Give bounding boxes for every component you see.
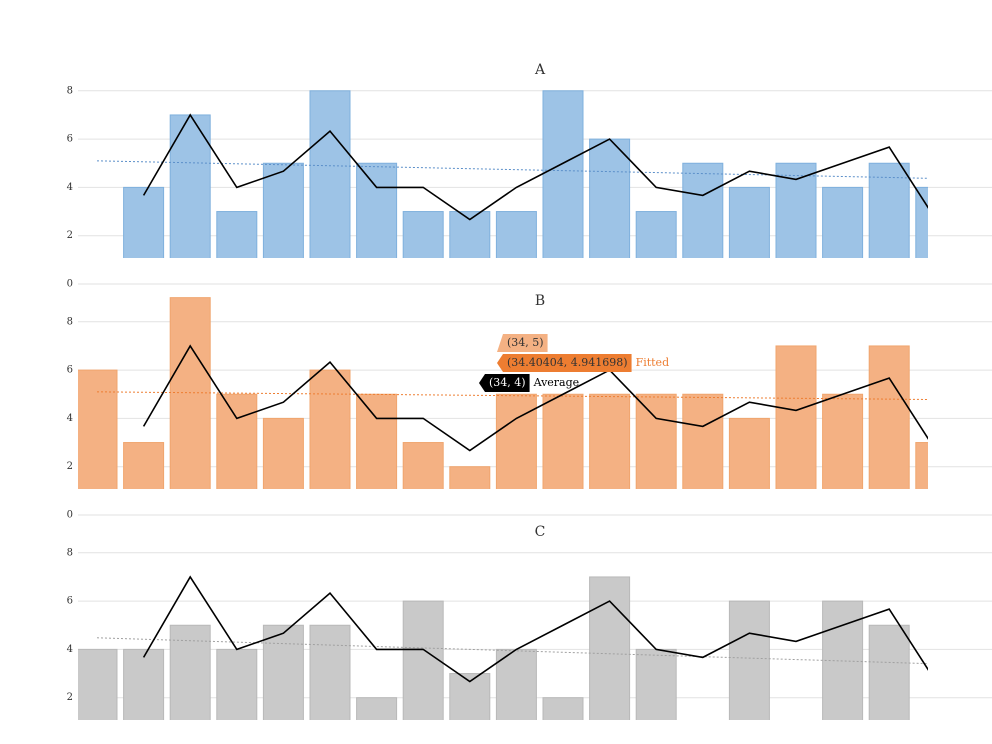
- bar: [542, 90, 584, 258]
- bar: [262, 417, 304, 489]
- bar: [822, 393, 864, 489]
- bar: [915, 442, 928, 489]
- bar: [915, 186, 928, 258]
- y-tick-label: 6: [67, 365, 73, 376]
- bar: [402, 442, 444, 489]
- bar: [123, 186, 165, 258]
- bar: [356, 697, 398, 720]
- bar: [309, 90, 351, 258]
- tooltip-text: (34.40404, 4.941698): [507, 356, 628, 369]
- bar: [683, 722, 723, 744]
- y-tick-label: 6: [67, 134, 73, 145]
- y-tick-label: 8: [67, 547, 73, 558]
- bar: [169, 624, 211, 720]
- bar: [868, 162, 910, 258]
- y-tick-label: 6: [67, 596, 73, 607]
- average-line: [142, 113, 928, 221]
- bar: [123, 648, 165, 720]
- bar: [635, 211, 677, 258]
- bar: [776, 722, 816, 744]
- tooltip-pointer: [497, 334, 503, 352]
- bar: [449, 466, 491, 489]
- tooltip-text: (34, 5): [507, 336, 544, 349]
- tooltip-label: Average: [533, 376, 580, 389]
- bar: [449, 673, 491, 720]
- bar: [356, 162, 398, 258]
- bar: [589, 138, 631, 258]
- chart-title: B: [535, 293, 545, 309]
- y-tick-label: 4: [67, 644, 73, 655]
- tooltip: (34.40404, 4.941698) Fitted: [497, 354, 669, 372]
- tooltip-pointer: [479, 374, 485, 392]
- tooltip-box: [485, 374, 530, 392]
- y-tick-label: 2: [67, 692, 73, 703]
- bar: [775, 345, 817, 489]
- bar: [123, 442, 165, 489]
- chart-title: A: [534, 62, 546, 78]
- bar: [868, 624, 910, 720]
- bar: [449, 211, 491, 258]
- bar: [309, 369, 351, 489]
- tooltip: (34, 4) Average: [479, 374, 579, 392]
- bar: [635, 393, 677, 489]
- bar: [916, 722, 956, 744]
- tooltip: (34, 5): [497, 334, 548, 352]
- bar: [495, 211, 537, 258]
- bar: [402, 211, 444, 258]
- bar: [822, 186, 864, 258]
- bar: [216, 211, 258, 258]
- y-tick-label: 2: [67, 461, 73, 472]
- tooltip-label: Fitted: [636, 356, 670, 369]
- bar: [356, 393, 398, 489]
- bar: [682, 393, 724, 489]
- bar: [728, 600, 770, 720]
- y-tick-label: 2: [67, 230, 73, 241]
- bar: [728, 186, 770, 258]
- y-tick-label: 0: [67, 279, 73, 290]
- y-tick-label: 0: [67, 510, 73, 521]
- y-tick-label: 4: [67, 413, 73, 424]
- bar: [262, 162, 304, 258]
- tooltip-pointer: [497, 354, 503, 372]
- plot: [78, 297, 928, 489]
- tooltip-box: [503, 354, 632, 372]
- bar: [169, 297, 211, 489]
- y-tick-label: 8: [67, 85, 73, 96]
- bar: [262, 624, 304, 720]
- bar: [402, 600, 444, 720]
- plot: [78, 575, 956, 744]
- chart-title: C: [535, 524, 546, 540]
- bar: [309, 624, 351, 720]
- bar: [589, 393, 631, 489]
- bar: [775, 162, 817, 258]
- bar: [728, 417, 770, 489]
- bar: [495, 648, 537, 720]
- bar: [78, 648, 118, 720]
- bar: [682, 162, 724, 258]
- bar: [635, 648, 677, 720]
- y-tick-label: 4: [67, 182, 73, 193]
- bar: [216, 393, 258, 489]
- y-tick-label: 8: [67, 316, 73, 327]
- bar: [868, 345, 910, 489]
- average-line: [142, 344, 928, 452]
- bar: [495, 393, 537, 489]
- bar: [542, 697, 584, 720]
- bar: [822, 600, 864, 720]
- plot: [96, 90, 928, 258]
- average-line: [142, 575, 928, 683]
- bar: [216, 648, 258, 720]
- tooltip-text: (34, 4): [489, 376, 526, 389]
- bar: [78, 369, 118, 489]
- bar: [542, 393, 584, 489]
- tooltip-box: [503, 334, 548, 352]
